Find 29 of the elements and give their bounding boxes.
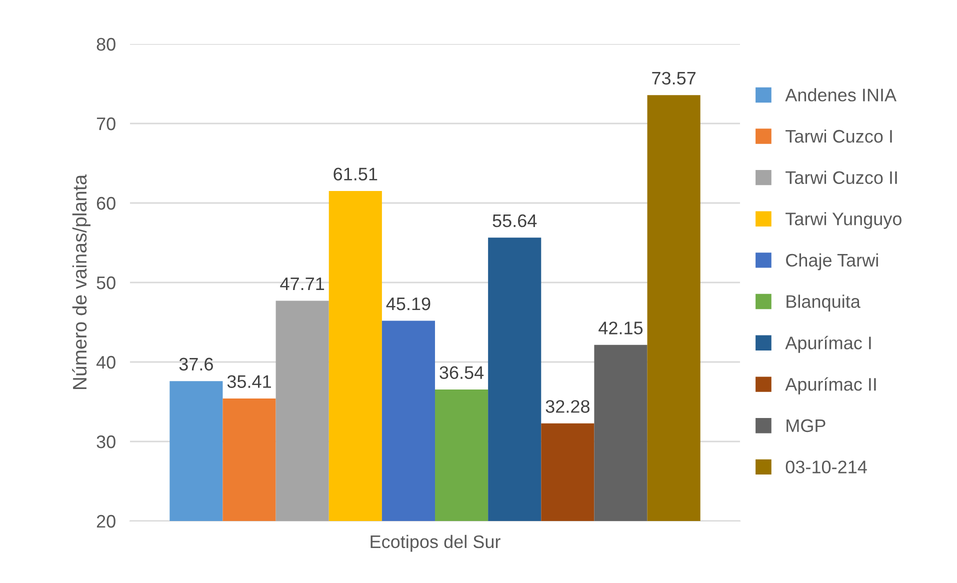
data-label: 47.71 <box>280 278 324 290</box>
y-tick-label: 30 <box>96 435 116 448</box>
legend-label: Andenes INIA <box>785 88 897 102</box>
y-tick-label: 60 <box>96 196 116 210</box>
legend-label: Tarwi Yunguyo <box>786 212 902 229</box>
x-tick-label: Ecotipos del Sur <box>370 534 500 552</box>
legend-label: Apurímac II <box>785 377 876 394</box>
legend-label: Tarwi Cuzco II <box>786 170 897 184</box>
legend-label: Chaje Tarwi <box>786 253 878 270</box>
data-label: 32.28 <box>546 400 590 413</box>
data-label: 36.54 <box>440 366 484 379</box>
data-label: 61.51 <box>334 168 378 180</box>
y-tick-label: 70 <box>96 117 116 130</box>
data-label: 45.19 <box>386 297 430 310</box>
data-label: 42.15 <box>598 322 643 334</box>
y-axis-title: Número de vainas/planta <box>72 174 90 389</box>
legend-label: Blanquita <box>786 294 860 312</box>
legend-label: MGP <box>786 419 826 432</box>
legend-label: Apurímac I <box>785 336 871 353</box>
data-label: 55.64 <box>492 214 537 228</box>
data-label: 37.6 <box>179 358 213 371</box>
legend-label: 03-10-214 <box>786 460 867 474</box>
legend-label: Tarwi Cuzco I <box>786 129 892 143</box>
y-tick-label: 50 <box>96 276 116 290</box>
data-label: 73.57 <box>652 72 696 85</box>
y-tick-label: 40 <box>96 356 116 369</box>
data-label: 35.41 <box>227 375 271 388</box>
y-tick-label: 80 <box>96 38 116 51</box>
y-tick-label: 20 <box>96 514 116 528</box>
